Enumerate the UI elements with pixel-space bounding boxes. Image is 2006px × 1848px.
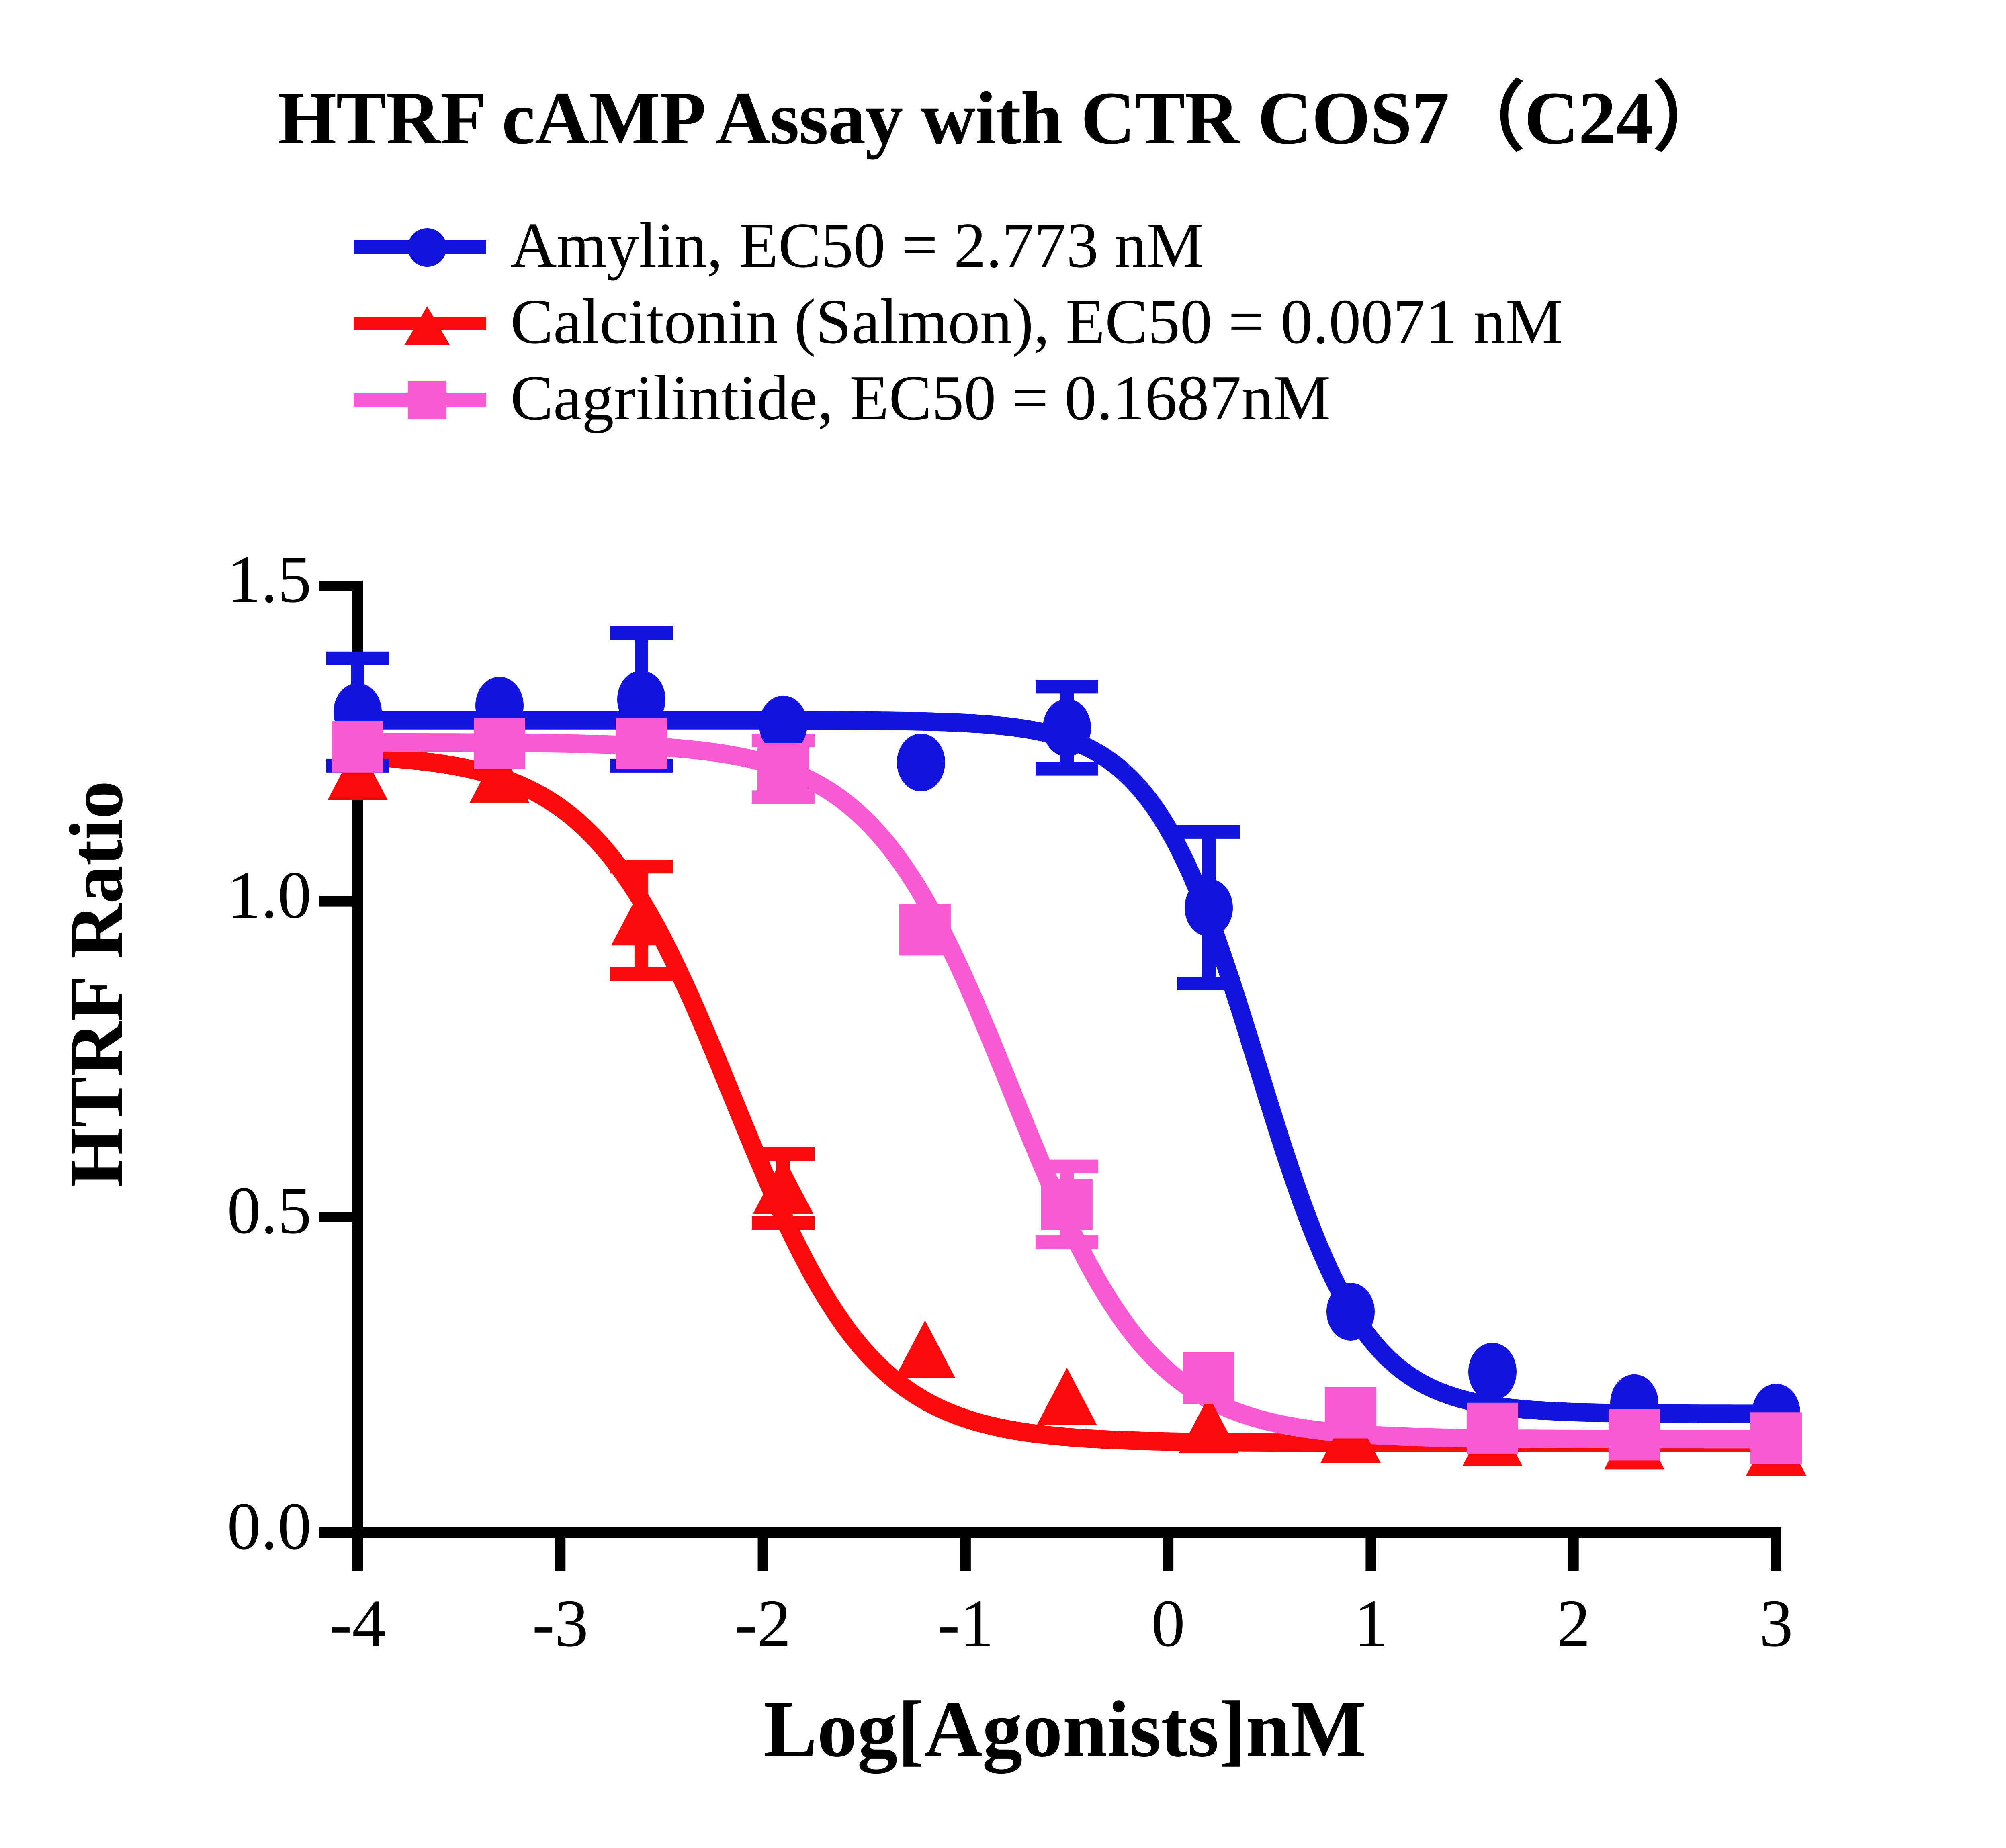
- curve-cagrilintide: [348, 733, 1785, 1449]
- legend: Amylin, EC50 = 2.773 nM Calcitonin (Salm…: [354, 209, 1961, 438]
- x-tick-label-4: 0: [1151, 1586, 1185, 1661]
- x-tick-label-6: 2: [1556, 1586, 1590, 1661]
- data-point-triangle-calcitonin-salmon[interactable]: [1037, 1368, 1097, 1425]
- data-point-circle-amylin[interactable]: [1326, 1283, 1375, 1341]
- data-point-triangle-calcitonin-salmon[interactable]: [1179, 1396, 1239, 1454]
- page-title: HTRF cAMP Assay with CTR COS7（C24）: [278, 76, 1729, 160]
- x-tick-label-3: -1: [937, 1586, 994, 1661]
- data-point-square-cagrilintide[interactable]: [1467, 1402, 1518, 1454]
- legend-label-calcitonin: Calcitonin (Salmon), EC50 = 0.0071 nM: [510, 286, 1563, 357]
- data-point-square-cagrilintide[interactable]: [757, 743, 809, 795]
- data-point-triangle-calcitonin-salmon[interactable]: [469, 746, 530, 803]
- legend-item-amylin[interactable]: Amylin, EC50 = 2.773 nM: [354, 209, 1961, 285]
- data-point-triangle-calcitonin-salmon[interactable]: [753, 1156, 813, 1214]
- legend-label-cagrilintide: Cagrilintide, EC50 = 0.1687nM: [510, 362, 1331, 433]
- data-point-square-cagrilintide[interactable]: [1183, 1352, 1234, 1404]
- data-point-square-cagrilintide[interactable]: [1609, 1409, 1660, 1461]
- legend-label-amylin: Amylin, EC50 = 2.773 nM: [510, 209, 1204, 281]
- legend-key-calcitonin: [354, 285, 486, 362]
- legend-key-amylin: [354, 209, 486, 285]
- data-point-square-cagrilintide[interactable]: [1041, 1178, 1093, 1230]
- data-point-circle-amylin[interactable]: [617, 670, 665, 728]
- legend-key-cagrilintide: [354, 362, 486, 438]
- data-point-square-cagrilintide[interactable]: [1750, 1412, 1802, 1464]
- data-point-square-cagrilintide[interactable]: [474, 718, 525, 769]
- curve-calcitonin-salmon: [348, 747, 1785, 1452]
- y-tick-label-1: 0.5: [227, 1173, 311, 1248]
- x-tick-label-0: -4: [330, 1586, 386, 1661]
- data-point-triangle-calcitonin-salmon[interactable]: [895, 1320, 955, 1378]
- data-point-square-cagrilintide[interactable]: [1325, 1387, 1376, 1439]
- x-tick-label-1: -3: [532, 1586, 589, 1661]
- data-point-triangle-calcitonin-salmon[interactable]: [611, 888, 671, 946]
- data-point-square-cagrilintide[interactable]: [899, 904, 951, 956]
- y-axis-title: HTRF Ratio: [54, 781, 139, 1187]
- x-tick-label-7: 3: [1759, 1586, 1793, 1661]
- data-point-circle-amylin[interactable]: [1185, 879, 1233, 937]
- x-axis-title: Log[Agonists]nM: [763, 1685, 1367, 1774]
- circle-marker-icon: [408, 228, 446, 267]
- x-tick-label-5: 1: [1354, 1586, 1388, 1661]
- square-marker-icon: [408, 381, 446, 419]
- y-tick-label-2: 1.0: [227, 857, 311, 932]
- y-tick-label-3: 1.5: [227, 542, 311, 617]
- data-point-circle-amylin[interactable]: [897, 733, 945, 791]
- data-point-circle-amylin[interactable]: [759, 695, 807, 754]
- data-point-circle-amylin[interactable]: [1043, 699, 1091, 757]
- data-point-circle-amylin[interactable]: [1468, 1343, 1517, 1401]
- triangle-marker-icon: [405, 306, 450, 345]
- y-tick-label-0: 0.0: [227, 1489, 311, 1564]
- legend-item-calcitonin[interactable]: Calcitonin (Salmon), EC50 = 0.0071 nM: [354, 285, 1961, 362]
- data-point-square-cagrilintide[interactable]: [332, 721, 383, 773]
- legend-item-cagrilintide[interactable]: Cagrilintide, EC50 = 0.1687nM: [354, 362, 1961, 438]
- data-point-square-cagrilintide[interactable]: [616, 718, 667, 769]
- x-tick-label-2: -2: [735, 1586, 791, 1661]
